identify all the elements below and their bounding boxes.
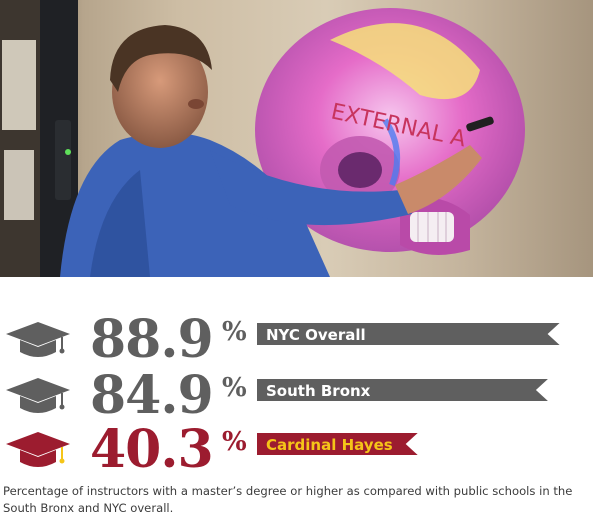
value-bar xyxy=(257,433,418,455)
graduation-cap-icon xyxy=(6,432,70,467)
chart-caption: Percentage of instructors with a master’… xyxy=(3,484,573,515)
category-label: Cardinal Hayes xyxy=(266,436,393,454)
value-bar xyxy=(257,379,548,401)
graduation-cap-icon xyxy=(6,378,70,413)
value-label: 88.9 xyxy=(90,309,213,370)
graduation-cap-icon xyxy=(6,322,70,357)
value-label: 84.9 xyxy=(90,365,213,426)
teacher-photo: EXTERNAL A xyxy=(0,0,593,277)
unit-label: % xyxy=(222,427,247,457)
teacher-at-whiteboard-illustration: EXTERNAL A xyxy=(0,0,525,277)
unit-label: % xyxy=(222,373,247,403)
value-label: 40.3 xyxy=(90,419,213,480)
chart-row: 84.9% South Bronx xyxy=(6,365,548,426)
category-label: NYC Overall xyxy=(266,326,366,344)
category-label: South Bronx xyxy=(266,382,371,400)
chart-row: 88.9% NYC Overall xyxy=(6,309,560,370)
unit-label: % xyxy=(222,317,247,347)
value-bar xyxy=(257,323,560,345)
degree-comparison-chart: 88.9% NYC Overall 84.9% South Bronx 40.3% Car… xyxy=(6,309,560,480)
chart-row: 40.3% Cardinal Hayes xyxy=(6,419,418,480)
